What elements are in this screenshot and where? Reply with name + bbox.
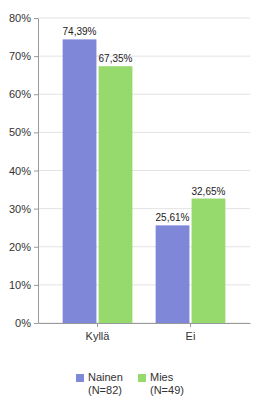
plot-background: [38, 18, 250, 323]
bar: [192, 199, 226, 323]
data-label: 25,61%: [156, 212, 190, 223]
x-axis: Kyllä Ei: [39, 323, 251, 342]
data-label: 32,65%: [192, 186, 226, 197]
legend: Nainen(N=82) Mies(N=49): [76, 371, 184, 396]
y-tick-label: 30%: [9, 203, 31, 215]
y-tick-label: 70%: [9, 50, 31, 62]
legend-label: Nainen(N=82): [88, 371, 123, 396]
bar: [156, 225, 190, 323]
y-tick-mark: [34, 285, 38, 286]
y-axis: 0% 10% 20% 30% 40% 50% 60% 70% 80%: [9, 12, 39, 329]
plot: 0% 10% 20% 30% 40% 50% 60% 70% 80% Kyllä Ei 74,39% 2…: [9, 12, 251, 342]
legend-item: Mies(N=49): [138, 371, 184, 396]
legend-swatch: [76, 374, 84, 382]
y-tick: 50%: [9, 126, 38, 138]
y-tick-label: 20%: [9, 241, 31, 253]
x-tick-label: Kyllä: [86, 330, 111, 342]
y-tick-label: 60%: [9, 88, 31, 100]
y-tick: 80%: [9, 12, 38, 24]
x-tick-mark: [190, 323, 191, 327]
y-tick: 0%: [15, 317, 38, 329]
y-tick-mark: [34, 132, 38, 133]
y-tick-label: 0%: [15, 317, 31, 329]
y-tick: 20%: [9, 241, 38, 253]
legend-label: Mies(N=49): [150, 371, 184, 396]
y-tick-mark: [34, 18, 38, 19]
y-tick-mark: [34, 323, 38, 324]
y-tick-label: 40%: [9, 165, 31, 177]
legend-item: Nainen(N=82): [76, 371, 123, 396]
y-tick-mark: [34, 247, 38, 248]
y-tick: 70%: [9, 50, 38, 62]
legend-swatch: [138, 374, 146, 382]
y-tick: 40%: [9, 165, 38, 177]
y-tick: 30%: [9, 203, 38, 215]
x-tick-mark: [97, 323, 98, 327]
data-label: 67,35%: [99, 53, 133, 64]
bar: [63, 39, 97, 323]
y-tick-mark: [34, 56, 38, 57]
y-tick-label: 50%: [9, 126, 31, 138]
y-tick: 10%: [9, 279, 38, 291]
y-tick-label: 80%: [9, 12, 31, 24]
y-tick-mark: [34, 209, 38, 210]
grid: [38, 18, 250, 323]
y-axis-line: [38, 19, 39, 324]
y-tick-label: 10%: [9, 279, 31, 291]
x-tick: Ei: [186, 323, 196, 342]
chart: 0% 10% 20% 30% 40% 50% 60% 70% 80% Kyllä Ei 74,39% 2…: [0, 0, 260, 400]
x-tick-label: Ei: [186, 330, 196, 342]
data-label: 74,39%: [63, 26, 97, 37]
grid-line: [38, 18, 250, 19]
bars: [63, 39, 226, 323]
data-labels: 74,39% 25,61% 67,35% 32,65%: [63, 26, 226, 223]
bar: [99, 66, 133, 323]
y-tick-mark: [34, 94, 38, 95]
x-tick: Kyllä: [86, 323, 111, 342]
y-tick: 60%: [9, 88, 38, 100]
y-tick-mark: [34, 171, 38, 172]
x-axis-line: [39, 323, 251, 324]
